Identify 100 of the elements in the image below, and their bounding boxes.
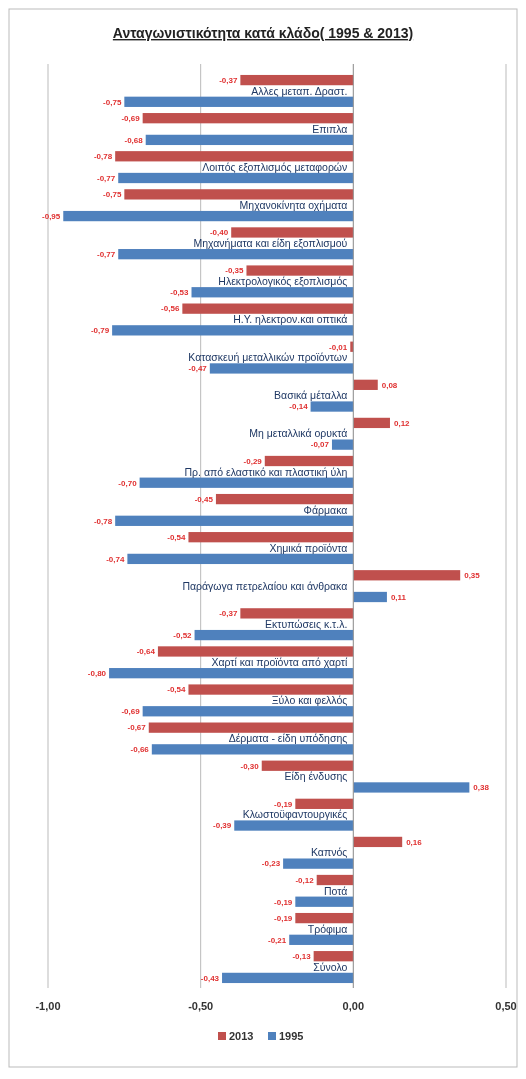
bar (350, 341, 354, 352)
bar (261, 760, 354, 771)
bar (353, 570, 461, 581)
x-tick-label: 0,00 (342, 1000, 365, 1012)
bar (316, 874, 354, 886)
y-tick-label: Λοιπός εξοπλισμός μεταφορών (202, 160, 348, 173)
data-label: -0,54 (167, 532, 186, 542)
y-tick-label: Σύνολο (313, 960, 348, 973)
data-label: -0,19 (274, 799, 293, 809)
bar (118, 172, 354, 184)
data-label: -0,40 (209, 228, 229, 238)
data-label: -0,64 (136, 647, 156, 657)
data-label: -0,12 (295, 875, 315, 885)
bar (231, 227, 354, 238)
bar (139, 477, 354, 488)
y-tick-label: Χαρτί και προϊόντα από χαρτί (211, 655, 348, 668)
y-tick-label: Ποτά (323, 884, 348, 897)
data-label: 0,35 (464, 571, 481, 581)
bar (142, 706, 354, 717)
y-tick-label: Ηλεκτρολογικός εξοπλισμός (218, 275, 348, 288)
data-label: -0,30 (240, 761, 260, 771)
bar (313, 951, 354, 962)
bar (246, 265, 354, 276)
bar (124, 189, 354, 200)
data-label: -0,45 (194, 494, 214, 504)
data-label: 0,11 (390, 592, 407, 602)
bar (191, 287, 354, 298)
data-label: -0,67 (127, 723, 147, 733)
data-label: -0,75 (103, 190, 122, 200)
bar (188, 532, 354, 543)
y-tick-label: Κατασκευή μεταλλικών προϊόντων (188, 351, 348, 364)
data-label: -0,19 (274, 913, 293, 923)
y-tick-label: Μη μεταλλικά ορυκτά (249, 427, 348, 440)
data-label: -0,53 (170, 288, 190, 298)
bar (124, 96, 354, 107)
y-tick-label: Η.Υ. ηλεκτρον.και οπτικά (233, 313, 348, 326)
bar (283, 858, 354, 869)
bar (63, 210, 354, 222)
bar (157, 646, 354, 657)
bar (353, 836, 403, 848)
data-label: 0,08 (381, 380, 398, 390)
bar (353, 782, 470, 793)
bar (289, 934, 354, 945)
data-label: -0,77 (96, 173, 116, 183)
bar (145, 134, 354, 146)
data-label: -0,74 (106, 554, 125, 564)
bar (194, 629, 354, 641)
data-label: 0,38 (473, 783, 490, 793)
bar (295, 896, 354, 907)
data-label: -0,75 (103, 97, 122, 107)
data-label: -0,77 (96, 249, 116, 259)
bar (295, 798, 354, 809)
legend-label: 1995 (279, 1030, 304, 1042)
y-tick-label: Παράγωγα πετρελαίου και άνθρακα (182, 579, 348, 592)
y-tick-label: Κλωστοϋφαντουργικές (242, 808, 348, 821)
bar (118, 249, 354, 260)
x-tick-label: -1,00 (35, 1000, 61, 1012)
bar (222, 972, 354, 984)
x-tick-label: 0,50 (495, 1000, 517, 1012)
data-label: -0,01 (329, 342, 348, 352)
bar (240, 74, 354, 86)
data-label: -0,80 (87, 668, 107, 678)
data-label: -0,68 (124, 135, 144, 145)
x-tick-label: -0,50 (188, 1000, 214, 1012)
legend-label: 2013 (229, 1030, 254, 1042)
data-label: -0,47 (188, 364, 208, 374)
bar (148, 722, 354, 733)
y-tick-label: Καπνός (310, 846, 348, 859)
bar (215, 493, 354, 505)
data-label: -0,21 (267, 935, 287, 945)
bar (127, 553, 354, 565)
y-tick-label: Ξύλο και φελλός (271, 694, 348, 707)
bar (353, 591, 387, 603)
y-tick-label: Χημικά προϊόντα (269, 541, 348, 554)
y-tick-label: Δέρματα - είδη υπόδησης (228, 732, 348, 745)
data-label: -0,79 (90, 326, 110, 336)
bar (353, 379, 378, 390)
y-tick-label: Τρόφιμα (307, 922, 348, 935)
y-tick-label: Βασικά μέταλλα (274, 389, 348, 402)
bar (209, 363, 354, 374)
data-label: 0,16 (406, 837, 423, 847)
bar (331, 439, 354, 450)
bar (188, 684, 354, 695)
bar (240, 608, 354, 619)
y-tick-label: Μηχανήματα και είδη εξοπλισμού (193, 236, 348, 249)
y-tick-label: Φάρμακα (303, 503, 348, 516)
bar (295, 912, 354, 924)
data-label: -0,14 (289, 402, 309, 412)
data-label: -0,69 (121, 113, 141, 123)
data-label: -0,95 (42, 211, 61, 221)
data-label: -0,56 (161, 304, 180, 314)
data-label: -0,70 (118, 478, 138, 488)
bar (115, 515, 354, 526)
data-label: -0,52 (173, 630, 193, 640)
bar (310, 401, 354, 412)
data-label: -0,37 (219, 609, 238, 619)
data-label: -0,39 (213, 821, 232, 831)
y-tick-label: Αλλες μεταπ. Δραστ. (251, 84, 348, 97)
data-label: 0,12 (393, 418, 411, 428)
data-label: -0,35 (225, 266, 245, 276)
